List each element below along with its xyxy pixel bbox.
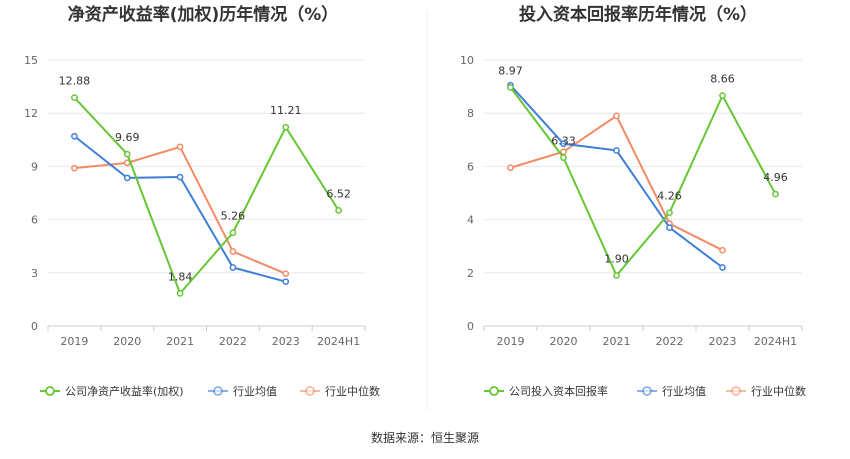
data-point[interactable] [666, 224, 673, 231]
data-point[interactable] [71, 94, 78, 101]
legend-label[interactable]: 公司投入资本回报率 [509, 384, 608, 398]
source-text: 数据来源：恒生聚源 [371, 430, 479, 445]
x-tick-label: 2020 [113, 335, 141, 348]
data-point[interactable] [613, 272, 620, 279]
y-tick-label: 8 [467, 107, 474, 120]
data-point[interactable] [229, 264, 237, 271]
data-point[interactable] [229, 248, 237, 255]
data-label: 11.21 [270, 104, 302, 117]
legend-label[interactable]: 行业中位数 [325, 384, 380, 398]
x-tick-label: 2021 [166, 335, 194, 348]
roic-chart: 投入资本回报率历年情况（%） 0 2 4 6 8 10 2019 2020 2021 2022 20… [460, 4, 806, 398]
data-label: 12.88 [59, 75, 91, 88]
y-tick-label: 9 [31, 160, 38, 173]
x-tick-label: 2021 [603, 335, 631, 348]
data-point[interactable] [71, 132, 78, 140]
legend-label[interactable]: 公司净资产收益率(加权) [65, 384, 184, 398]
data-point[interactable] [560, 140, 567, 148]
x-tick-label: 2022 [656, 335, 684, 348]
legend-marker[interactable] [213, 386, 223, 396]
data-label: 6.33 [551, 135, 576, 148]
y-tick-label: 10 [460, 54, 474, 67]
x-tick-label: 2020 [550, 335, 578, 348]
data-point[interactable] [282, 123, 290, 131]
data-point[interactable] [666, 209, 673, 217]
chart-title: 投入资本回报率历年情况（%） [519, 4, 757, 25]
data-label: 8.97 [498, 64, 523, 77]
legend-marker[interactable] [489, 386, 499, 396]
data-label: 8.66 [710, 73, 735, 86]
x-tick-label: 2019 [60, 335, 88, 348]
data-label: 1.90 [604, 252, 629, 265]
legend-label[interactable]: 行业均值 [662, 385, 706, 398]
y-tick-label: 12 [24, 107, 38, 120]
data-point[interactable] [176, 290, 184, 297]
x-tick-label: 2022 [219, 335, 247, 348]
y-tick-label: 3 [31, 267, 38, 280]
x-tick-label: 2024H1 [317, 335, 360, 348]
y-tick-label: 2 [467, 267, 474, 280]
series-line-2 [510, 114, 723, 252]
data-point[interactable] [176, 173, 184, 181]
data-label: 9.69 [115, 131, 140, 144]
series-line-0 [73, 96, 340, 296]
data-point[interactable] [719, 264, 726, 271]
x-tick-label: 2024H1 [754, 335, 797, 348]
data-point[interactable] [71, 164, 78, 172]
legend-marker[interactable] [642, 386, 652, 396]
y-tick-label: 4 [467, 214, 474, 227]
legend-label[interactable]: 行业中位数 [751, 384, 806, 398]
data-point[interactable] [123, 150, 131, 158]
data-point[interactable] [719, 246, 726, 254]
legend-marker[interactable] [305, 386, 315, 396]
chart-title: 净资产收益率(加权)历年情况（%） [68, 4, 339, 25]
legend-label[interactable]: 行业均值 [233, 385, 277, 398]
data-point[interactable] [772, 190, 779, 198]
data-point[interactable] [282, 278, 290, 286]
data-point[interactable] [719, 92, 726, 99]
legend-marker[interactable] [731, 386, 741, 396]
data-point[interactable] [613, 147, 620, 154]
y-tick-label: 15 [24, 54, 38, 67]
data-label: 4.26 [657, 190, 682, 203]
data-point[interactable] [613, 112, 620, 120]
data-label: 1.84 [168, 270, 193, 283]
data-point[interactable] [176, 143, 184, 151]
legend-marker[interactable] [45, 386, 55, 396]
series-line-0 [509, 86, 777, 278]
y-tick-label: 0 [31, 320, 38, 333]
y-tick-label: 6 [31, 214, 38, 227]
y-tick-label: 6 [467, 160, 474, 173]
data-point[interactable] [507, 164, 514, 172]
data-label: 6.52 [326, 187, 351, 200]
x-tick-label: 2019 [497, 335, 525, 348]
data-label: 4.96 [763, 171, 788, 184]
data-point[interactable] [282, 270, 290, 278]
data-point[interactable] [123, 174, 131, 182]
y-tick-label: 0 [467, 320, 474, 333]
data-point[interactable] [229, 229, 237, 237]
data-label: 5.26 [221, 210, 246, 223]
data-point[interactable] [560, 154, 567, 161]
roe-chart: 净资产收益率(加权)历年情况（%） 0 3 6 9 12 15 2019 2020 2021 20… [24, 4, 380, 398]
x-tick-label: 2023 [272, 335, 300, 348]
x-tick-label: 2023 [709, 335, 737, 348]
data-point[interactable] [507, 84, 514, 91]
data-point[interactable] [335, 207, 342, 214]
